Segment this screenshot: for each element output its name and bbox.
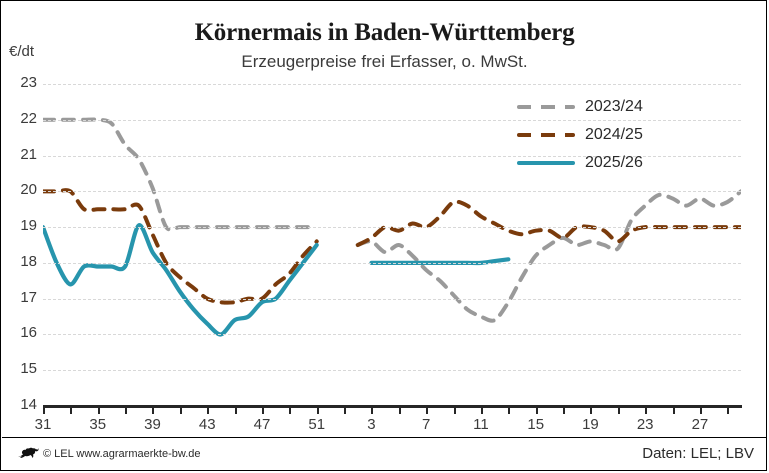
x-axis-tick-label: 3: [367, 416, 376, 433]
x-axis-tick: [289, 405, 292, 414]
x-axis-tick: [207, 405, 210, 414]
y-axis-tick-label: 19: [20, 217, 37, 235]
x-axis-tick-label: 43: [198, 416, 216, 433]
x-axis-tick-label: 19: [582, 416, 599, 433]
lion-logo-icon: [18, 447, 39, 458]
y-axis-tick-label: 21: [20, 145, 37, 163]
series-line-2025-26: [43, 223, 319, 337]
x-axis-tick: [590, 405, 593, 414]
y-axis-tick-label: 18: [20, 252, 37, 270]
gridline: [43, 298, 741, 301]
gridline: [43, 334, 741, 336]
x-axis-tick: [398, 405, 401, 414]
gridline: [43, 84, 741, 86]
x-axis-tick: [43, 405, 45, 414]
x-axis-tick-label: 31: [34, 416, 52, 433]
y-axis-tick-label: 16: [20, 324, 37, 342]
x-axis-tick: [672, 405, 675, 414]
x-axis-tick: [535, 405, 538, 414]
legend-item-2025-26[interactable]: 2025/26: [517, 149, 643, 177]
y-axis-unit-label: €/dt: [9, 43, 35, 60]
x-axis-tick-label: 51: [308, 416, 326, 433]
x-axis-tick-label: 27: [691, 416, 709, 433]
x-axis-tick: [234, 405, 237, 414]
gridline: [43, 227, 741, 229]
x-axis-tick-label: 35: [89, 416, 107, 433]
footer-source: Daten: LEL; LBV: [642, 445, 754, 462]
page-title: Körnermais in Baden-Württemberg: [194, 19, 575, 46]
gridline: [43, 370, 741, 372]
x-axis-tick: [70, 405, 73, 414]
legend-item-2024-25[interactable]: 2024/25: [517, 121, 643, 149]
x-axis-tick: [480, 405, 483, 414]
legend-label: 2025/26: [585, 154, 643, 171]
x-axis-tick: [699, 405, 702, 414]
x-axis-tick: [727, 405, 730, 414]
x-axis-tick: [453, 405, 456, 414]
footer-copyright: © LEL www.agrarmaerkte-bw.de: [43, 448, 201, 460]
gridline: [43, 262, 741, 265]
legend-label: 2023/24: [585, 98, 643, 115]
x-axis-tick: [371, 405, 374, 414]
x-axis-tick-label: 11: [473, 416, 489, 433]
x-axis-tick: [152, 405, 155, 414]
x-axis-tick: [645, 405, 648, 414]
x-axis-tick: [426, 405, 429, 414]
x-axis-tick: [617, 405, 620, 414]
legend-item-2023-24[interactable]: 2023/24: [517, 93, 643, 121]
gridline: [43, 191, 741, 193]
series-line-2024-25: [355, 199, 741, 247]
x-axis-line: [43, 405, 742, 408]
x-axis-tick-label: 15: [527, 416, 545, 433]
gridline: [43, 119, 741, 122]
x-axis-tick-label: 39: [144, 416, 161, 433]
x-axis-tick: [344, 405, 347, 414]
y-axis-tick-label: 17: [20, 288, 37, 306]
series-line-2024-25: [43, 188, 319, 305]
x-axis-tick-label: 47: [253, 416, 271, 433]
x-axis-tick: [316, 405, 319, 414]
plot-area: [43, 84, 741, 406]
x-axis-tick-label: 7: [422, 416, 431, 433]
y-axis-tick-label: 23: [20, 74, 37, 91]
series-line-2023-24: [355, 189, 741, 323]
y-axis-tick-label: 22: [20, 109, 37, 127]
x-axis-tick: [179, 405, 182, 414]
page-subtitle: Erzeugerpreise frei Erfasser, o. MwSt.: [241, 52, 528, 71]
footer-divider: [2, 437, 767, 438]
x-axis-tick-label: 23: [636, 416, 654, 433]
legend-label: 2024/25: [585, 126, 643, 143]
y-axis-tick-label: 14: [20, 396, 37, 413]
chart-legend: 2023/24 2024/25 2025/26: [517, 93, 643, 177]
x-axis-tick: [97, 405, 100, 414]
series-line-2023-24: [43, 117, 319, 232]
y-axis-tick-label: 20: [20, 181, 37, 199]
y-axis-tick-label: 15: [20, 360, 37, 378]
gridline: [43, 155, 741, 158]
x-axis-tick: [261, 405, 264, 414]
x-axis-tick: [563, 405, 566, 414]
x-axis-tick: [125, 405, 128, 414]
x-axis-tick: [508, 405, 511, 414]
